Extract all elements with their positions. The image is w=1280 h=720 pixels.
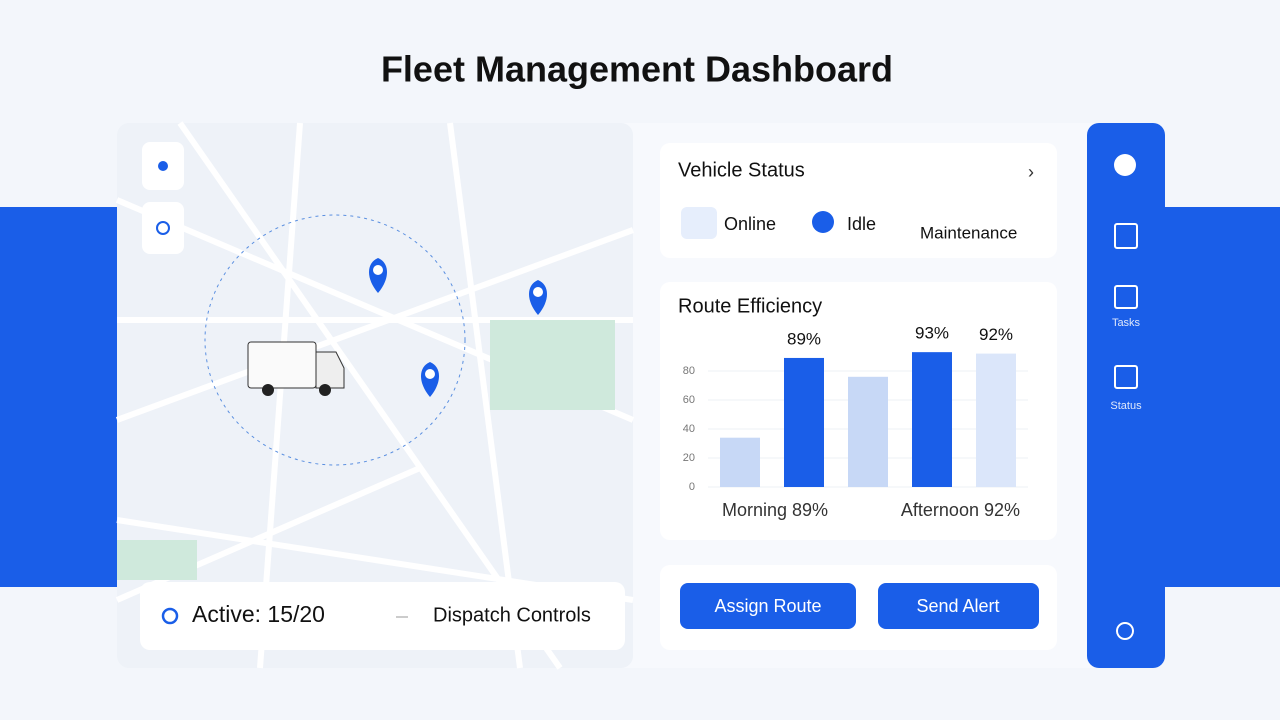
value-label: 89% [787, 329, 821, 348]
value-label: 93% [915, 324, 949, 343]
bar [976, 353, 1016, 487]
online-icon [681, 207, 717, 239]
nav-icon[interactable] [1114, 365, 1138, 389]
y-tick-label: 60 [683, 394, 695, 406]
bar [848, 376, 888, 487]
assign-button[interactable] [680, 583, 856, 629]
nav-label[interactable]: Status [1110, 400, 1142, 412]
y-tick-label: 80 [683, 365, 695, 377]
bar [912, 352, 952, 487]
y-tick-label: 40 [683, 423, 695, 435]
sidebar [1087, 123, 1165, 668]
status-panel [660, 143, 1057, 258]
footer-label: Morning 89% [722, 500, 828, 520]
footer-label: Afternoon 92% [901, 500, 1020, 520]
map [115, 121, 635, 670]
nav-icon[interactable] [1114, 223, 1138, 249]
nav-label[interactable]: Tasks [1112, 317, 1141, 329]
nav-icon[interactable] [1116, 622, 1134, 640]
y-tick-label: 20 [683, 452, 695, 464]
alert-button[interactable] [878, 583, 1039, 629]
bar-chart: 0 20 40 60 80 89% 93% 92% [683, 324, 1028, 493]
title: Fleet Management Dashboard [381, 49, 893, 90]
value-label: 92% [979, 325, 1013, 344]
chevron[interactable]: › [1028, 162, 1034, 182]
status-item: Maintenance [920, 223, 1017, 242]
status-item: Idle [847, 214, 876, 234]
y-tick-label: 0 [689, 481, 695, 493]
idle-icon [812, 211, 834, 233]
nav-icon[interactable] [1114, 154, 1136, 176]
button-label[interactable]: Send Alert [916, 596, 999, 616]
status-title: Vehicle Status [678, 159, 805, 181]
dispatch-controls[interactable]: Dispatch Controls [433, 604, 591, 626]
button-label[interactable]: Assign Route [714, 596, 821, 616]
efficiency-title: Route Efficiency [678, 295, 822, 317]
active-count: Active: 15/20 [192, 601, 325, 627]
nav-icon[interactable] [1114, 285, 1138, 309]
bar [784, 357, 824, 487]
bar [720, 437, 760, 487]
status-item: Online [724, 214, 776, 234]
